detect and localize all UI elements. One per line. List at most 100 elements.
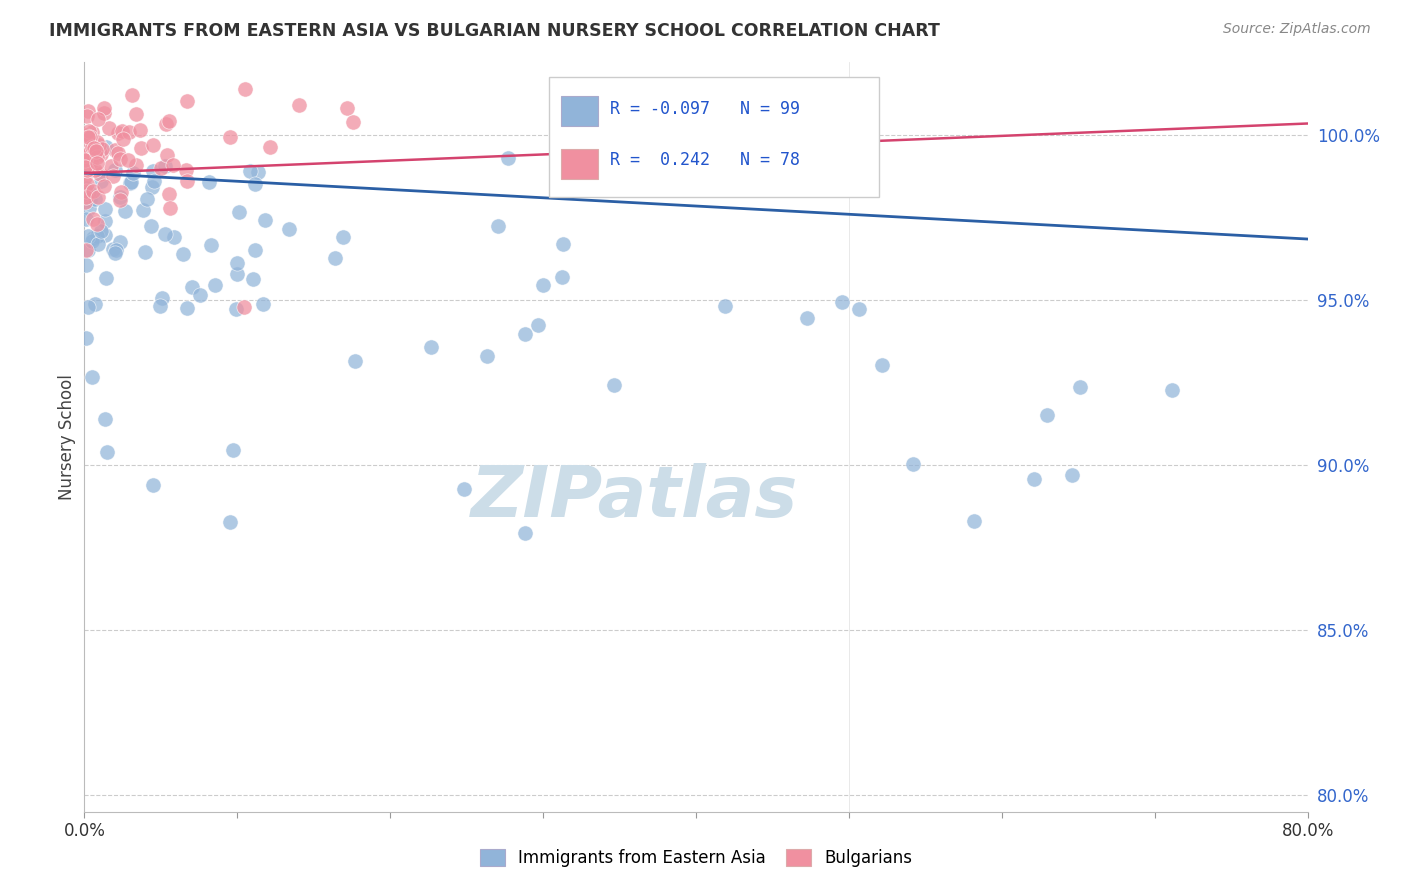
Point <box>551 236 574 251</box>
Point <box>94 214 117 228</box>
Point <box>84 145 107 159</box>
Point <box>90 174 112 188</box>
Point <box>176 94 198 108</box>
Point <box>239 163 262 178</box>
Point <box>143 174 166 188</box>
Point <box>76 228 98 243</box>
Point <box>75 189 97 203</box>
Point <box>153 227 176 242</box>
Point <box>118 124 141 138</box>
Point <box>246 164 269 178</box>
Point <box>496 151 519 165</box>
Point <box>603 377 626 392</box>
Point <box>121 166 143 180</box>
Point <box>901 457 924 471</box>
Point <box>96 445 118 459</box>
Point <box>419 340 441 354</box>
Point <box>82 231 104 245</box>
Text: IMMIGRANTS FROM EASTERN ASIA VS BULGARIAN NURSERY SCHOOL CORRELATION CHART: IMMIGRANTS FROM EASTERN ASIA VS BULGARIA… <box>49 22 941 40</box>
Point <box>83 192 105 206</box>
Point <box>75 258 97 272</box>
Point <box>198 176 221 190</box>
Point <box>159 201 181 215</box>
Point <box>75 212 97 227</box>
Point <box>82 212 104 227</box>
Point <box>103 143 125 157</box>
Point <box>77 104 100 119</box>
Point <box>75 194 97 209</box>
Point <box>87 237 110 252</box>
Point <box>226 267 249 281</box>
Point <box>75 170 97 185</box>
Point <box>176 301 198 315</box>
Point <box>90 147 112 161</box>
Point <box>157 114 180 128</box>
Point <box>80 143 103 157</box>
Point <box>87 112 110 127</box>
Point <box>103 169 125 183</box>
Point <box>82 370 104 384</box>
Point <box>86 156 108 170</box>
Point <box>336 101 359 115</box>
Point <box>142 163 165 178</box>
Point <box>172 247 194 261</box>
Point <box>135 192 157 206</box>
Point <box>93 179 115 194</box>
Point <box>277 221 299 235</box>
Point <box>98 120 121 135</box>
Point <box>488 219 510 233</box>
Point <box>831 295 853 310</box>
Point <box>76 109 98 123</box>
Point <box>84 297 107 311</box>
Point <box>75 153 97 167</box>
Point <box>188 288 211 302</box>
Point <box>870 358 893 372</box>
Point <box>527 318 550 332</box>
Point <box>91 142 114 156</box>
Point <box>219 515 242 529</box>
Point <box>82 234 104 248</box>
Point <box>141 179 163 194</box>
Point <box>80 155 103 169</box>
Point <box>107 146 129 161</box>
Point <box>77 300 100 314</box>
Point <box>76 134 98 148</box>
Point <box>162 158 184 172</box>
Point <box>225 302 247 317</box>
Point <box>75 243 97 257</box>
Point <box>150 161 173 175</box>
Point <box>86 217 108 231</box>
Point <box>323 252 346 266</box>
Point <box>129 141 152 155</box>
Point <box>153 159 176 173</box>
Point <box>94 271 117 285</box>
Point <box>94 412 117 426</box>
Point <box>75 152 97 166</box>
Point <box>103 163 125 178</box>
Point <box>259 140 281 154</box>
Point <box>79 129 101 144</box>
Point <box>93 101 115 115</box>
Point <box>1035 408 1057 422</box>
Point <box>117 153 139 167</box>
Point <box>86 228 108 243</box>
Point <box>219 130 242 145</box>
Y-axis label: Nursery School: Nursery School <box>58 374 76 500</box>
Point <box>142 478 165 492</box>
Point <box>233 82 256 96</box>
Point <box>79 185 101 199</box>
Point <box>108 152 131 166</box>
Point <box>714 299 737 313</box>
Point <box>77 130 100 145</box>
Text: Source: ZipAtlas.com: Source: ZipAtlas.com <box>1223 22 1371 37</box>
Point <box>222 443 245 458</box>
Point <box>226 256 249 270</box>
Point <box>111 124 134 138</box>
Point <box>79 146 101 161</box>
Point <box>79 193 101 207</box>
Point <box>125 107 148 121</box>
Point <box>77 128 100 142</box>
Point <box>77 201 100 215</box>
Point <box>1022 472 1045 486</box>
Point <box>75 331 97 345</box>
